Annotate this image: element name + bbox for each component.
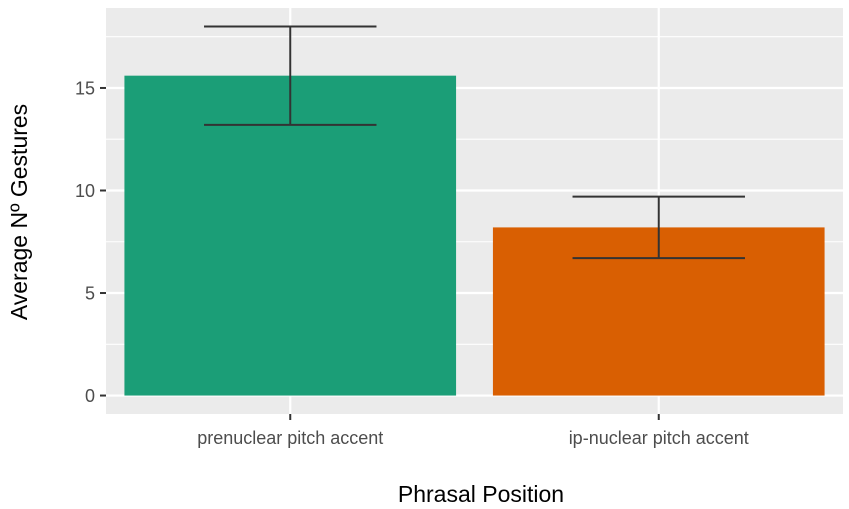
x-tick-label: ip-nuclear pitch accent xyxy=(569,428,749,448)
x-axis: prenuclear pitch accent ip-nuclear pitch … xyxy=(197,414,749,448)
y-tick-label: 10 xyxy=(75,181,95,201)
bars xyxy=(124,75,825,396)
y-tick-label: 15 xyxy=(75,78,95,98)
error-bars xyxy=(204,25,745,260)
y-tick-label: 0 xyxy=(85,386,95,406)
y-axis: 0 5 10 15 xyxy=(75,78,106,406)
bar xyxy=(124,75,457,396)
x-axis-title: Phrasal Position xyxy=(398,481,564,507)
y-axis-title: Average Nº Gestures xyxy=(6,104,32,320)
y-tick-label: 5 xyxy=(85,284,95,304)
x-tick-label: prenuclear pitch accent xyxy=(197,428,383,448)
